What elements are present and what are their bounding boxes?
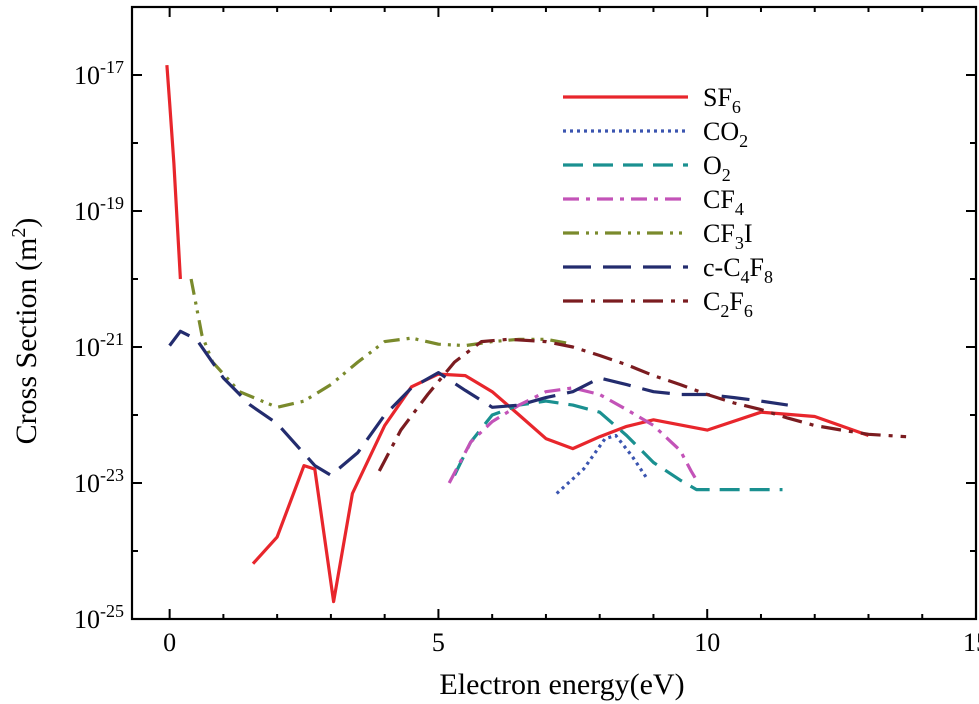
- series-line-c-c4f8-6: [168, 329, 789, 477]
- legend-label-co2: CO2: [703, 117, 748, 151]
- series-line-sf6-1: [251, 372, 870, 604]
- plot-layer: [165, 64, 907, 604]
- legend-label-cf3i: CF3I: [703, 219, 752, 253]
- y-tick-label: 10-19: [74, 193, 124, 226]
- series-line-sf6-0: [165, 64, 182, 280]
- x-axis-label: Electron energy(eV): [439, 668, 684, 701]
- series-line-cf4-4: [447, 386, 698, 484]
- legend-label-cf4: CF4: [703, 185, 744, 219]
- x-tick-label: 0: [163, 628, 176, 657]
- series-line-co2-2: [555, 433, 650, 495]
- y-tick-label: 10-21: [74, 329, 124, 362]
- x-tick-label: 5: [432, 628, 445, 657]
- y-axis-label-group: Cross Section (m2): [8, 218, 43, 445]
- series-line-c2f6-7: [377, 337, 907, 472]
- y-tick-label: 10-17: [74, 57, 124, 90]
- x-tick-label: 15: [963, 628, 979, 657]
- plot-frame: [130, 5, 978, 621]
- legend-label-c2f6: C2F6: [703, 287, 753, 321]
- legend-label-sf6: SF6: [703, 83, 741, 117]
- legend-label-c-c4f8: c-C4F8: [703, 253, 773, 287]
- y-tick-label: 10-25: [74, 601, 124, 634]
- x-tick-label: 10: [694, 628, 720, 657]
- y-tick-label: 10-23: [74, 465, 124, 498]
- ticks-layer: [132, 6, 977, 620]
- y-axis-label: Cross Section (m2): [8, 218, 43, 445]
- legend-label-o2: O2: [703, 151, 731, 185]
- series-line-o2-3: [453, 399, 783, 492]
- labels-layer: 0 5 10 15 10-25 10-23 10-21 10-19 10-17 Electron …: [8, 57, 979, 701]
